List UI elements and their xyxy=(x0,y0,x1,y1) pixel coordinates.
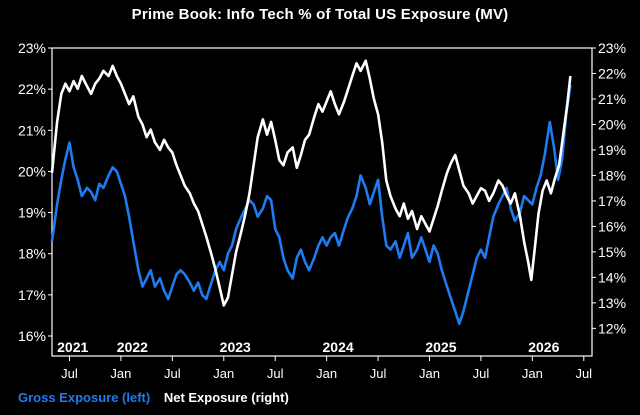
year-label: 2021 xyxy=(57,339,88,355)
year-label: 2023 xyxy=(220,339,251,355)
x-tick-label: Jan xyxy=(316,366,337,381)
legend-net-exposure: Net Exposure (right) xyxy=(163,390,289,405)
x-tick-label: Jul xyxy=(370,366,387,381)
right-tick-label: 20% xyxy=(598,116,626,132)
year-label: 2022 xyxy=(117,339,148,355)
year-label: 2025 xyxy=(425,339,456,355)
left-tick-label: 17% xyxy=(18,287,46,303)
right-tick-label: 19% xyxy=(598,142,626,158)
x-tick-label: Jul xyxy=(473,366,490,381)
right-tick-label: 18% xyxy=(598,167,626,183)
net-exposure-line xyxy=(50,59,572,307)
x-tick-label: Jan xyxy=(110,366,131,381)
right-tick-label: 14% xyxy=(598,269,626,285)
x-tick-label: Jul xyxy=(164,366,181,381)
chart-title: Prime Book: Info Tech % of Total US Expo… xyxy=(131,6,509,23)
right-tick-label: 23% xyxy=(598,40,626,56)
left-tick-label: 22% xyxy=(18,81,46,97)
gross-exposure-line xyxy=(50,84,572,325)
left-tick-label: 16% xyxy=(18,328,46,344)
plot-frame xyxy=(51,47,593,357)
x-tick-label: Jan xyxy=(213,366,234,381)
right-tick-label: 16% xyxy=(598,218,626,234)
year-label: 2026 xyxy=(528,339,559,355)
x-tick-label: Jan xyxy=(522,366,543,381)
x-tick-label: Jul xyxy=(267,366,284,381)
right-tick-label: 17% xyxy=(598,193,626,209)
right-tick-label: 12% xyxy=(598,320,626,336)
right-tick-label: 21% xyxy=(598,91,626,107)
x-tick-label: Jul xyxy=(61,366,78,381)
legend-gross-exposure: Gross Exposure (left) xyxy=(18,390,151,405)
right-tick-label: 22% xyxy=(598,65,626,81)
x-tick-label: Jan xyxy=(419,366,440,381)
x-tick-label: Jul xyxy=(575,366,592,381)
left-tick-label: 21% xyxy=(18,122,46,138)
left-tick-label: 23% xyxy=(18,40,46,56)
right-tick-label: 13% xyxy=(598,295,626,311)
year-label: 2024 xyxy=(323,339,354,355)
left-tick-label: 18% xyxy=(18,246,46,262)
left-tick-label: 20% xyxy=(18,163,46,179)
right-tick-label: 15% xyxy=(598,244,626,260)
legend: Gross Exposure (left) Net Exposure (righ… xyxy=(18,390,299,405)
left-tick-label: 19% xyxy=(18,205,46,221)
